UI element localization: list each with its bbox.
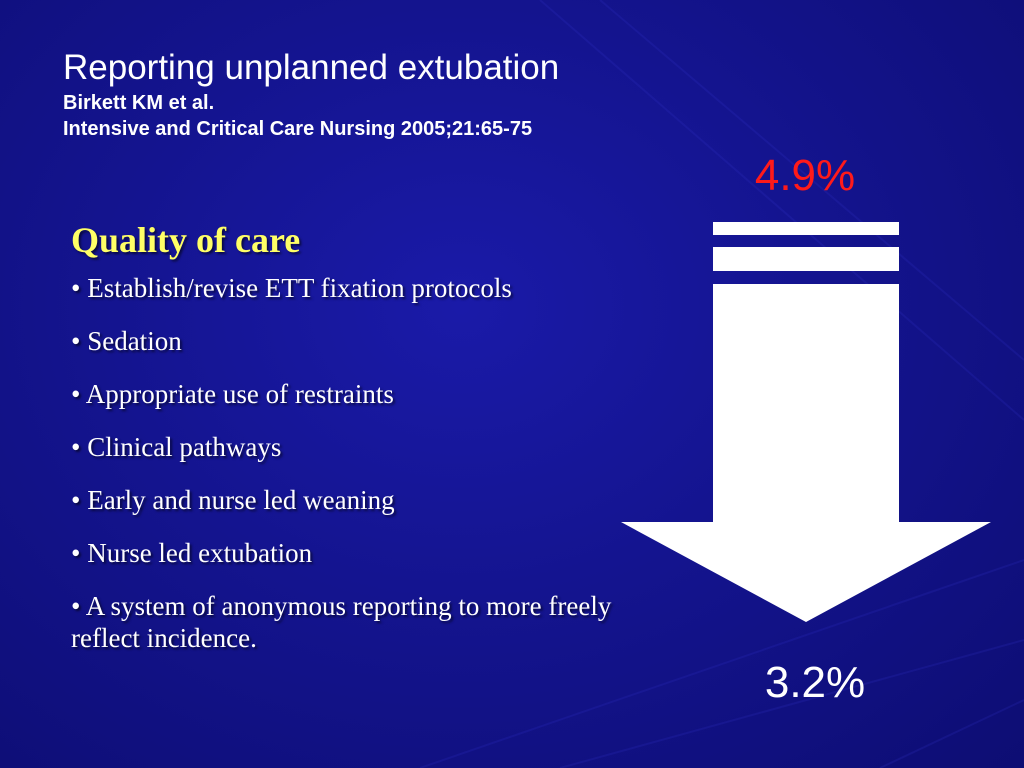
bullet-item: • Appropriate use of restraints: [71, 379, 394, 409]
end-rate-value: 3.2%: [764, 658, 866, 707]
slide-title: Reporting unplanned extubation: [63, 48, 560, 87]
quality-of-care-section: Quality of care • Establish/revise ETT f…: [71, 216, 631, 675]
start-rate-value: 4.9%: [754, 151, 856, 200]
bullet-item: • Nurse led extubation: [71, 538, 313, 568]
bullet-item: • Sedation: [71, 326, 182, 356]
bullet-item: • Establish/revise ETT fixation protocol…: [71, 273, 512, 303]
citation-journal: Intensive and Critical Care Nursing 2005…: [63, 118, 533, 140]
arrow-stripe-top: [713, 222, 899, 235]
section-title: Quality of care: [71, 220, 301, 260]
bullet-list: • Establish/revise ETT fixation protocol…: [71, 272, 631, 654]
arrow-body: [621, 284, 991, 622]
slide-header: Reporting unplanned extubation Birkett K…: [63, 46, 559, 142]
arrow-stripe-middle: [713, 247, 899, 271]
bullet-item: • Clinical pathways: [71, 432, 282, 462]
bullet-item: • A system of anonymous reporting to mor…: [71, 591, 612, 653]
citation-authors: Birkett KM et al.: [63, 92, 215, 114]
bullet-item: • Early and nurse led weaning: [71, 485, 395, 515]
